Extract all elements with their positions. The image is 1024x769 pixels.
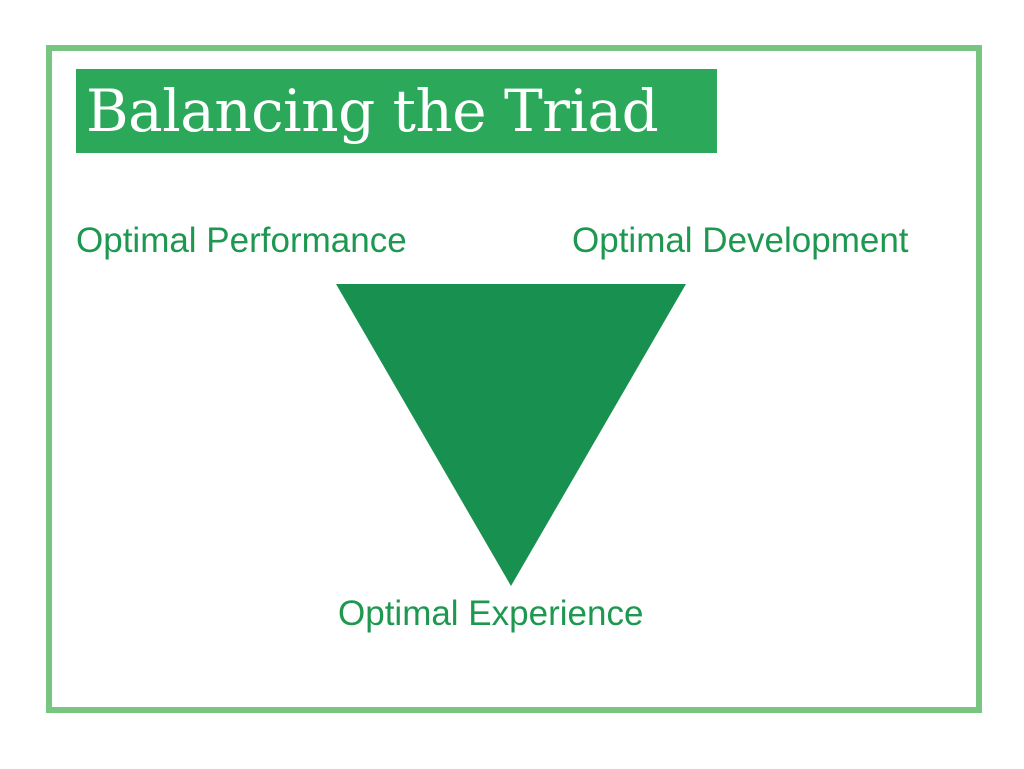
title-banner — [76, 69, 717, 153]
label-optimal-performance: Optimal Performance — [76, 221, 407, 260]
label-optimal-development: Optimal Development — [572, 221, 909, 260]
slide-title: Balancing the Triad — [86, 77, 659, 145]
slide-border — [46, 45, 982, 713]
label-optimal-experience: Optimal Experience — [338, 594, 644, 633]
inverted-triangle — [336, 284, 686, 586]
